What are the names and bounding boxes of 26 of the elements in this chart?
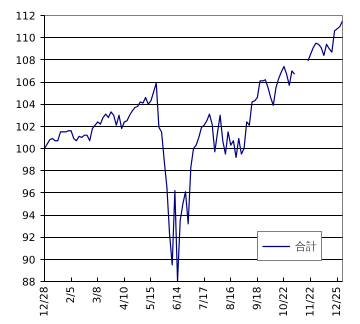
x-tick-label: 3/8 xyxy=(92,286,104,304)
y-tick-label: 90 xyxy=(22,254,36,266)
y-tick-label: 96 xyxy=(22,188,36,200)
x-tick-label: 8/16 xyxy=(224,286,237,310)
y-tick-label: 102 xyxy=(15,121,36,134)
y-tick-label: 94 xyxy=(22,210,36,222)
y-tick-label: 104 xyxy=(15,99,36,112)
y-tick-label: 108 xyxy=(15,54,36,67)
y-tick-label: 106 xyxy=(15,77,36,89)
x-tick-label: 12/28 xyxy=(38,286,50,317)
x-tick-label: 9/18 xyxy=(251,286,264,310)
y-tick-label: 110 xyxy=(15,32,36,45)
y-tick-label: 98 xyxy=(22,166,36,178)
y-tick-label: 88 xyxy=(22,276,36,288)
x-tick-label: 5/15 xyxy=(144,286,157,310)
y-tick-label: 100 xyxy=(15,144,36,156)
x-tick-label: 10/22 xyxy=(278,286,290,317)
x-tick-label: 6/14 xyxy=(172,286,184,310)
x-tick-label: 12/25 xyxy=(331,286,344,317)
y-tick-label: 112 xyxy=(15,10,36,22)
y-tick-label: 92 xyxy=(22,232,36,244)
x-tick-label: 11/22 xyxy=(304,286,317,317)
x-tick-label: 4/10 xyxy=(118,286,130,310)
legend-label: 合計 xyxy=(295,238,317,254)
x-tick-label: 2/5 xyxy=(65,286,78,304)
x-tick-label: 7/17 xyxy=(198,286,210,310)
